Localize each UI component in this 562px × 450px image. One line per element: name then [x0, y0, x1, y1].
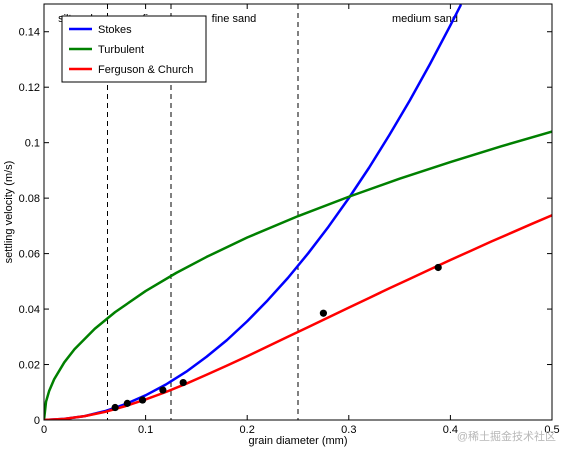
- legend: Stokes Turbulent Ferguson & Church: [61, 15, 207, 83]
- y-tick-label-7: 0.14: [19, 27, 40, 39]
- observation-point-1: [123, 399, 131, 407]
- series-line-ferguson-church: [44, 214, 552, 420]
- legend-items: Stokes Turbulent Ferguson & Church: [69, 24, 193, 76]
- y-tick-label-2: 0.04: [19, 304, 40, 316]
- y-tick-label-6: 0.12: [19, 82, 40, 94]
- observation-point-0: [111, 403, 119, 412]
- observation-point-4: [179, 378, 187, 387]
- plot-frame: [43, 3, 553, 421]
- y-tick-label-5: 0.1: [25, 138, 40, 150]
- x-tick-label-3: 0.3: [341, 424, 356, 436]
- region-label-2: fine sand: [212, 13, 257, 25]
- axis-ticks: 0 0.1 0.2 0.3 0.4 0.5 0 0.02 0.04 0.06 0.08 0.1 0.12…: [19, 4, 560, 436]
- x-tick-label-1: 0.1: [138, 424, 153, 436]
- legend-label-stokes: Stokes: [98, 24, 132, 36]
- size-class-boundaries: [107, 4, 299, 420]
- x-tick-label-5: 0.5: [544, 424, 559, 436]
- x-tick-label-0: 0: [41, 424, 47, 436]
- observation-point-6: [434, 263, 442, 272]
- series-line-turbulent: [44, 130, 552, 420]
- legend-label-ferguson-church: Ferguson & Church: [98, 64, 193, 76]
- region-label-3: medium sand: [392, 13, 458, 25]
- x-axis-label: grain diameter (mm): [248, 435, 347, 447]
- y-tick-label-3: 0.06: [19, 249, 40, 261]
- observation-points: [111, 263, 442, 412]
- x-tick-label-2: 0.2: [240, 424, 255, 436]
- y-axis-label: settling velocity (m/s): [3, 161, 15, 264]
- watermark-text: @稀土掘金技术社区: [456, 431, 556, 443]
- y-tick-label-0: 0: [34, 415, 40, 427]
- y-tick-label-1: 0.02: [19, 360, 40, 372]
- observation-point-3: [159, 386, 167, 394]
- legend-label-turbulent: Turbulent: [98, 44, 144, 56]
- y-tick-label-4: 0.08: [19, 193, 40, 205]
- x-tick-label-4: 0.4: [443, 424, 458, 436]
- observation-point-5: [319, 309, 327, 317]
- observation-point-2: [138, 396, 147, 404]
